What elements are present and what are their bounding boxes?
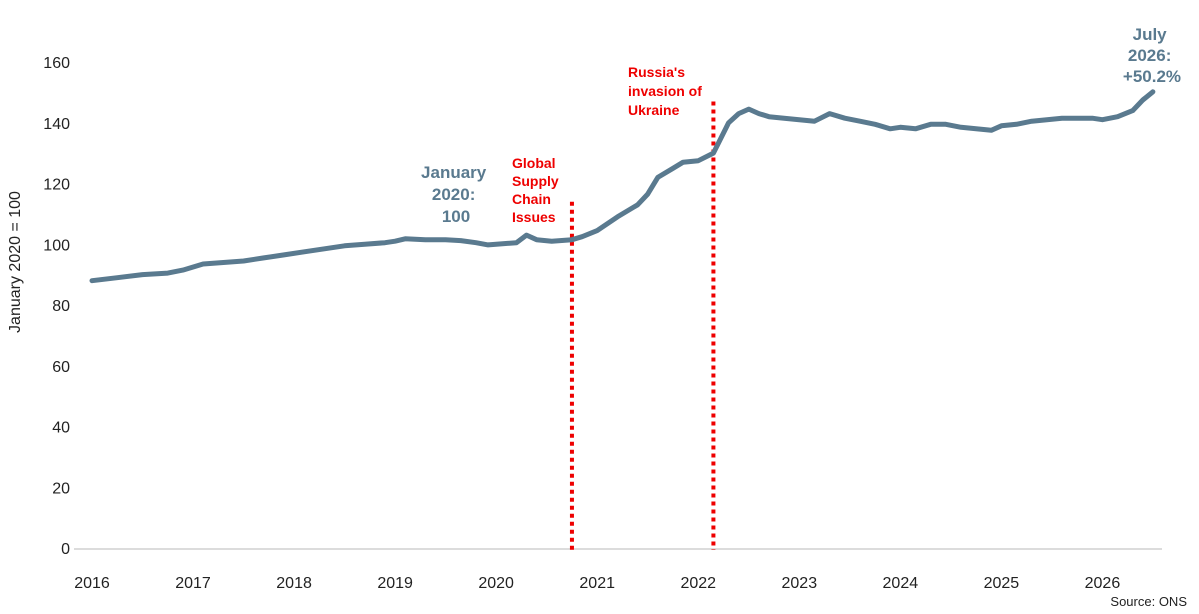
x-tick-label: 2026 [1085, 575, 1121, 592]
x-tick-label: 2018 [276, 575, 312, 592]
y-tick-label: 160 [43, 55, 70, 72]
annotation-july-2026: July 2026: +50.2% [1123, 25, 1181, 86]
x-tick-label: 2024 [883, 575, 919, 592]
x-tick-label: 2025 [984, 575, 1020, 592]
x-tick-labels: 2016 2017 2018 2019 2020 2021 2022 2023 2024 2025… [74, 575, 1120, 592]
y-tick-label: 120 [43, 177, 70, 194]
series-line [89, 89, 1156, 284]
y-tick-label: 140 [43, 116, 70, 133]
y-tick-label: 60 [52, 359, 70, 376]
annotation-russia-invasion: Russia's invasion of Ukraine [628, 64, 706, 118]
y-tick-label: 20 [52, 480, 70, 497]
y-tick-label: 40 [52, 420, 70, 437]
y-tick-labels: 0 20 40 60 80 100 120 140 160 [43, 55, 70, 558]
annotation-supply-chain: Global Supply Chain Issues [512, 155, 563, 225]
x-tick-label: 2019 [377, 575, 413, 592]
x-tick-label: 2022 [680, 575, 716, 592]
y-tick-label: 100 [43, 237, 70, 254]
x-tick-label: 2020 [478, 575, 514, 592]
x-tick-label: 2021 [579, 575, 615, 592]
y-tick-label: 80 [52, 298, 70, 315]
event-lines [569, 101, 716, 550]
y-tick-label: 0 [61, 541, 70, 558]
y-axis-label: January 2020 = 100 [7, 191, 24, 333]
source-note: Source: ONS [1110, 594, 1187, 609]
x-tick-label: 2017 [175, 575, 211, 592]
annotation-january-2020: January 2020: 100 [421, 163, 491, 226]
x-tick-label: 2016 [74, 575, 110, 592]
x-tick-label: 2023 [782, 575, 818, 592]
